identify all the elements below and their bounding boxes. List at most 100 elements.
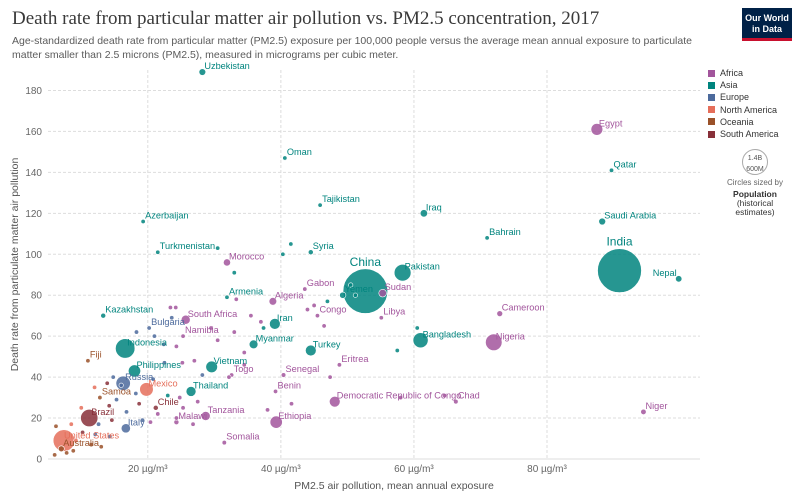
- legend-item-asia[interactable]: Asia: [708, 79, 779, 91]
- y-tick-label: 80: [31, 291, 43, 302]
- legend-item-africa[interactable]: Africa: [708, 67, 779, 79]
- data-point: [190, 421, 196, 427]
- data-point: [155, 249, 161, 255]
- legend-label: Oceania: [720, 116, 754, 127]
- data-point: [398, 395, 404, 401]
- data-point: [288, 241, 294, 247]
- point-label: Philippines: [136, 360, 181, 370]
- data-point: [378, 289, 387, 298]
- point-label: Thailand: [193, 380, 228, 390]
- chart-subtitle: Age-standardized death rate from particu…: [12, 35, 692, 61]
- owid-logo[interactable]: Our World in Data: [742, 8, 792, 41]
- legend-label: Africa: [720, 68, 744, 79]
- data-point: [268, 297, 278, 306]
- data-point: [80, 429, 86, 435]
- legend-item-south-america[interactable]: South America: [708, 128, 779, 140]
- data-point: [110, 374, 116, 380]
- point-label: Bangladesh: [423, 329, 472, 339]
- data-point: [314, 313, 320, 319]
- data-point: [195, 399, 201, 405]
- point-label: Kazakhstan: [105, 305, 153, 315]
- point-label: Libya: [383, 307, 406, 317]
- data-point: [147, 419, 153, 425]
- data-point: [70, 448, 76, 454]
- data-point: [208, 325, 214, 331]
- data-point: [73, 438, 79, 444]
- y-tick-label: 20: [31, 414, 43, 425]
- data-point: [231, 329, 237, 335]
- data-point: [241, 362, 247, 368]
- data-point: [224, 294, 230, 300]
- x-axis-label: PM2.5 air pollution, mean annual exposur…: [294, 480, 494, 492]
- data-point: [394, 347, 400, 353]
- size-legend-circle: 1.4B 600M: [742, 149, 768, 175]
- point-label: Iraq: [426, 202, 442, 212]
- data-point: [155, 411, 161, 417]
- chart-title: Death rate from particular matter air po…: [12, 8, 600, 29]
- legend-item-north-america[interactable]: North America: [708, 104, 779, 116]
- legend-swatch: [708, 81, 715, 89]
- legend-swatch: [708, 118, 715, 126]
- point-label: Azerbaijan: [145, 211, 188, 221]
- data-point: [173, 415, 179, 421]
- data-point: [139, 382, 154, 397]
- data-point: [180, 333, 186, 339]
- data-point: [64, 450, 70, 456]
- data-point: [100, 312, 107, 319]
- data-point: [128, 364, 141, 378]
- data-point: [58, 445, 65, 453]
- data-point: [133, 329, 139, 335]
- data-point: [485, 333, 503, 351]
- point-label: Uzbekistan: [204, 61, 249, 71]
- data-point: [107, 433, 113, 439]
- point-label: Turkmenistan: [160, 241, 215, 251]
- data-point: [329, 395, 341, 408]
- data-point: [53, 423, 59, 429]
- data-point: [675, 275, 683, 283]
- point-label: South Africa: [188, 309, 238, 319]
- point-label: China: [350, 255, 382, 269]
- data-point: [152, 404, 159, 411]
- data-point: [78, 405, 84, 411]
- data-point: [419, 209, 428, 218]
- data-point: [173, 304, 179, 310]
- data-point: [96, 421, 102, 427]
- logo-line-1: Our World: [745, 13, 789, 23]
- point-label: Bahrain: [489, 227, 521, 237]
- data-point: [180, 314, 191, 325]
- point-label: Yemen: [345, 284, 373, 294]
- y-tick-label: 0: [36, 455, 42, 466]
- point-label: Tanzania: [208, 405, 246, 415]
- point-label: Samoa: [102, 387, 132, 397]
- data-point: [114, 397, 120, 403]
- point-label: Namibia: [185, 325, 220, 335]
- x-tick-label: 60 µg/m³: [394, 464, 434, 475]
- y-tick-label: 40: [31, 373, 43, 384]
- point-label: Togo: [234, 364, 254, 374]
- data-point: [280, 251, 286, 257]
- point-label: Russia: [125, 372, 154, 382]
- data-point: [124, 409, 130, 415]
- data-point: [321, 323, 327, 329]
- data-point: [339, 291, 347, 299]
- data-point: [307, 249, 314, 256]
- legend-item-europe[interactable]: Europe: [708, 91, 779, 103]
- point-label: Indonesia: [127, 337, 168, 347]
- data-point: [98, 444, 104, 450]
- data-point: [261, 325, 267, 331]
- y-tick-label: 100: [25, 250, 42, 261]
- data-point: [241, 350, 247, 356]
- data-point: [352, 292, 358, 298]
- point-label: Qatar: [614, 159, 637, 169]
- point-label: Malawi: [178, 411, 207, 421]
- legend-swatch: [708, 130, 715, 138]
- size-legend-mid: 600M: [746, 166, 764, 173]
- legend-label: North America: [720, 104, 778, 115]
- point-label: Algeria: [275, 290, 304, 300]
- data-point: [393, 263, 412, 282]
- data-point: [106, 403, 112, 409]
- point-label: Syria: [313, 241, 335, 251]
- data-point: [180, 405, 186, 411]
- data-point: [140, 219, 146, 225]
- legend-item-oceania[interactable]: Oceania: [708, 116, 779, 128]
